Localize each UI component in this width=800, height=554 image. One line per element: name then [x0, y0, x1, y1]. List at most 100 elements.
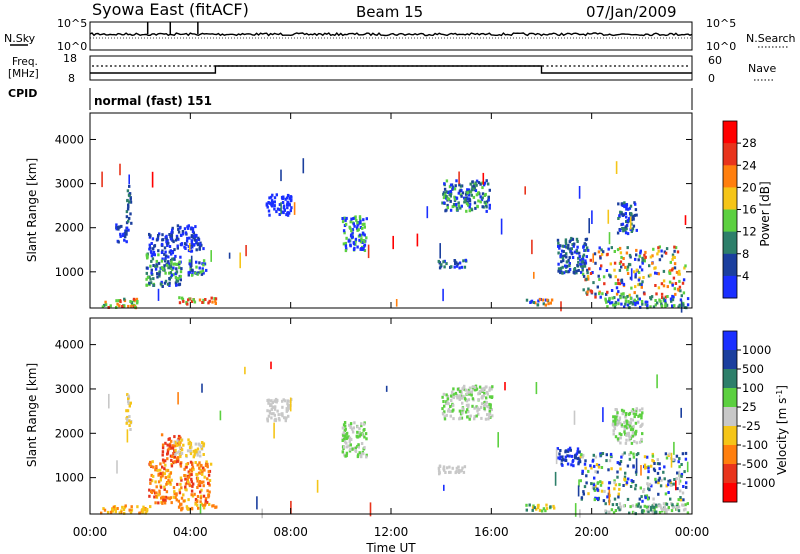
data-cell — [100, 511, 103, 515]
data-cell — [123, 511, 126, 515]
data-cell — [445, 400, 448, 404]
data-cell — [361, 247, 364, 251]
data-cell — [471, 188, 474, 192]
data-cell — [634, 257, 637, 261]
data-cell — [284, 419, 287, 423]
data-cell — [352, 241, 355, 245]
data-cell — [528, 503, 531, 507]
data-cell — [632, 411, 635, 415]
data-cell — [196, 495, 200, 498]
data-cell — [163, 252, 166, 256]
data-cell — [189, 443, 192, 447]
data-cell — [195, 238, 198, 242]
data-cell — [169, 454, 173, 458]
data-cell — [361, 241, 364, 244]
data-cell — [599, 267, 602, 271]
data-cell — [642, 509, 646, 513]
data-cell — [615, 161, 618, 174]
data-cell — [628, 301, 631, 305]
data-cell — [180, 478, 183, 482]
data-cell — [547, 302, 550, 306]
data-cell — [452, 408, 455, 412]
data-cell — [662, 269, 666, 273]
data-cell — [488, 409, 491, 413]
data-cell — [473, 385, 477, 389]
data-cell — [673, 304, 676, 308]
data-cell — [622, 213, 625, 217]
data-cell — [206, 489, 209, 493]
data-cell — [616, 461, 619, 465]
data-cell — [616, 437, 620, 441]
data-cell — [449, 470, 452, 474]
data-cell — [193, 300, 197, 304]
data-cell — [117, 240, 120, 244]
data-cell — [126, 199, 129, 203]
data-cell — [577, 269, 580, 272]
data-cell — [157, 480, 161, 484]
data-cell — [564, 242, 568, 245]
colorbar-segment — [723, 350, 737, 370]
data-cell — [166, 263, 169, 267]
data-cell — [123, 297, 126, 301]
data-cell — [385, 385, 388, 392]
data-cell — [343, 440, 347, 444]
cpid-panel: CPID normal (fast) 151 — [8, 87, 693, 110]
data-cell — [129, 401, 132, 405]
data-cell — [613, 425, 616, 429]
data-cell — [208, 299, 211, 303]
data-cell — [589, 258, 592, 262]
data-cell — [128, 419, 131, 423]
data-cell — [197, 236, 200, 240]
data-cell — [169, 235, 172, 239]
data-cell — [173, 262, 177, 266]
data-cell — [629, 300, 633, 304]
data-cell — [491, 395, 494, 399]
data-cell — [182, 499, 185, 503]
data-cell — [561, 244, 565, 248]
data-cell — [162, 498, 165, 502]
data-cell — [282, 398, 285, 402]
data-cell — [450, 265, 453, 269]
data-cell — [635, 213, 638, 217]
data-cell — [550, 298, 554, 302]
data-cell — [461, 407, 464, 411]
data-cell — [161, 474, 164, 478]
data-cell — [359, 219, 362, 223]
data-cell — [622, 257, 625, 260]
data-cell — [659, 504, 662, 508]
data-cell — [582, 253, 586, 257]
data-cell — [601, 452, 605, 455]
data-cell — [629, 417, 633, 421]
data-cell — [458, 183, 461, 187]
colorbar-tick-label: 25 — [742, 400, 757, 414]
data-cell — [656, 462, 660, 466]
data-cell — [575, 269, 578, 273]
data-cell — [654, 477, 657, 481]
data-cell — [634, 413, 638, 416]
data-cell — [487, 405, 490, 409]
data-cell — [169, 482, 172, 486]
data-cell — [483, 407, 486, 411]
data-cell — [628, 253, 632, 257]
data-cell — [178, 491, 182, 495]
data-cell — [275, 400, 278, 404]
data-cell — [622, 295, 625, 299]
data-cell — [360, 442, 364, 445]
data-cell — [669, 260, 672, 264]
data-cell — [198, 261, 201, 265]
data-cell — [594, 455, 598, 459]
data-cell — [481, 205, 484, 209]
data-cell — [178, 435, 181, 439]
data-cell — [641, 499, 644, 503]
data-cell — [352, 222, 355, 226]
data-cell — [177, 230, 181, 234]
data-cell — [202, 453, 205, 456]
data-cell — [108, 393, 110, 409]
data-cell — [682, 485, 685, 488]
data-cell — [351, 228, 355, 232]
data-cell — [479, 182, 482, 186]
data-cell — [175, 443, 179, 447]
data-cell — [658, 462, 661, 466]
data-cell — [629, 216, 632, 230]
